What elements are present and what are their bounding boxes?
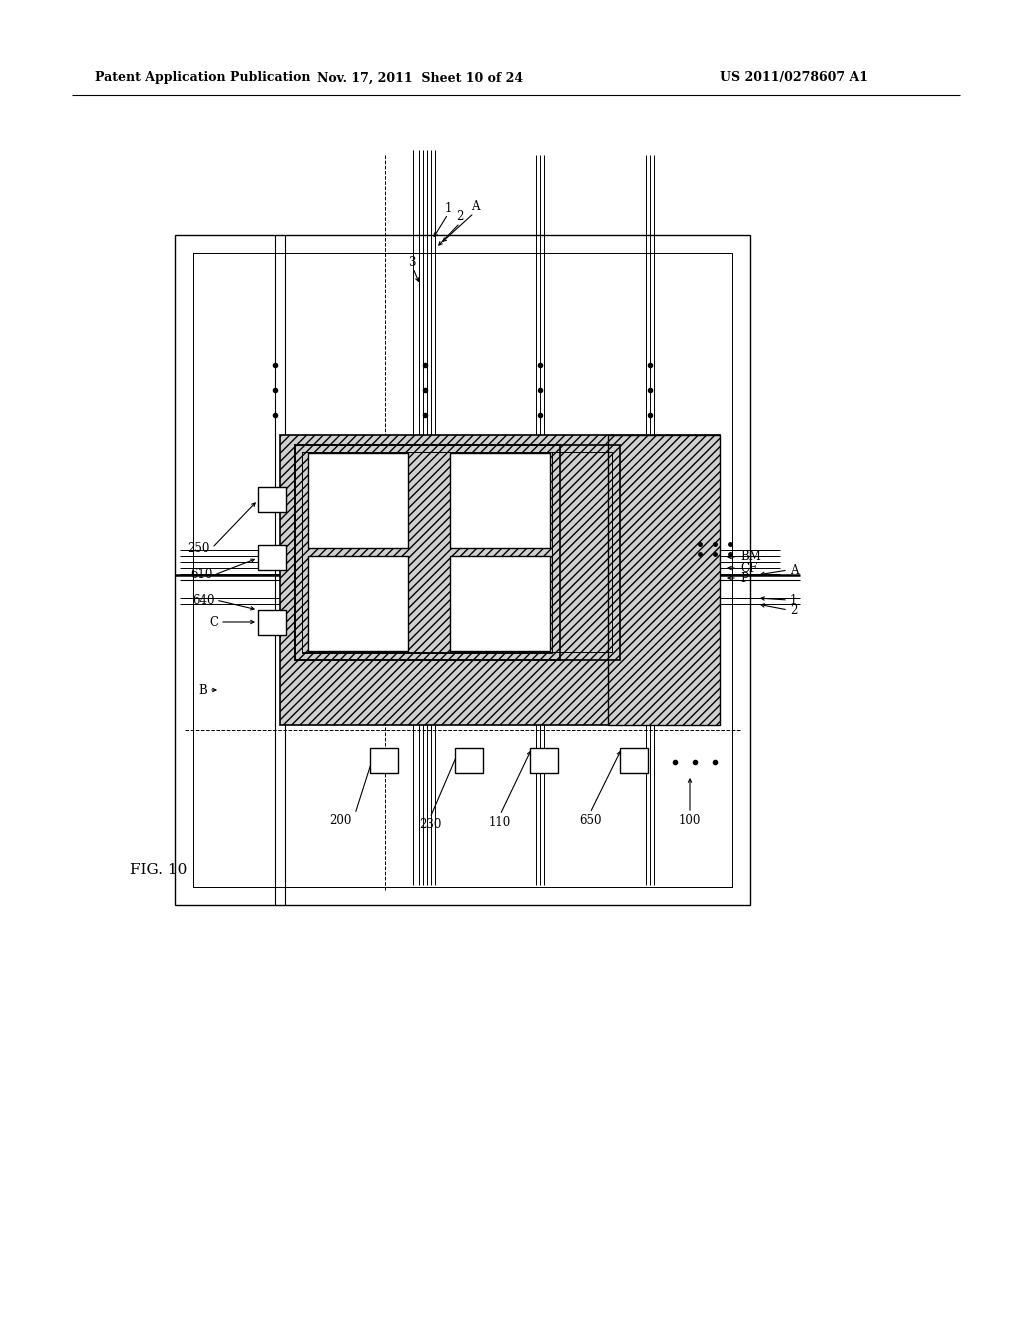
Bar <box>295 445 620 660</box>
Text: Patent Application Publication: Patent Application Publication <box>95 71 310 84</box>
Bar <box>530 748 558 774</box>
Text: 250: 250 <box>187 541 210 554</box>
Bar <box>450 556 550 651</box>
Bar <box>193 253 732 887</box>
Text: 2: 2 <box>790 603 798 616</box>
Text: 230: 230 <box>419 818 441 832</box>
Bar <box>302 451 612 652</box>
Text: B: B <box>199 684 207 697</box>
Text: 110: 110 <box>488 816 511 829</box>
Bar <box>295 445 560 660</box>
Bar <box>608 436 720 725</box>
Text: 3: 3 <box>409 256 416 268</box>
Bar <box>620 748 648 774</box>
Bar <box>258 487 286 512</box>
Bar <box>175 235 750 906</box>
Bar <box>258 545 286 570</box>
Bar <box>370 748 398 774</box>
Text: Nov. 17, 2011  Sheet 10 of 24: Nov. 17, 2011 Sheet 10 of 24 <box>317 71 523 84</box>
Text: US 2011/0278607 A1: US 2011/0278607 A1 <box>720 71 868 84</box>
Bar <box>308 556 408 651</box>
Text: 200: 200 <box>329 813 351 826</box>
Text: FIG. 10: FIG. 10 <box>130 863 187 876</box>
Text: 650: 650 <box>579 813 601 826</box>
Bar <box>455 748 483 774</box>
Bar <box>450 453 550 548</box>
Text: 2: 2 <box>457 210 464 223</box>
Text: P: P <box>740 572 748 585</box>
Bar <box>280 436 720 725</box>
Text: 100: 100 <box>679 813 701 826</box>
Text: 640: 640 <box>193 594 215 606</box>
Text: C: C <box>209 615 218 628</box>
Text: A: A <box>471 201 479 214</box>
Text: CF: CF <box>740 561 758 574</box>
Text: 1: 1 <box>444 202 452 214</box>
Text: A: A <box>790 564 799 577</box>
Bar <box>308 453 408 548</box>
Text: 610: 610 <box>190 569 213 582</box>
Text: BM: BM <box>740 550 761 564</box>
Bar <box>258 610 286 635</box>
Text: 1: 1 <box>790 594 798 606</box>
Bar <box>302 451 552 653</box>
